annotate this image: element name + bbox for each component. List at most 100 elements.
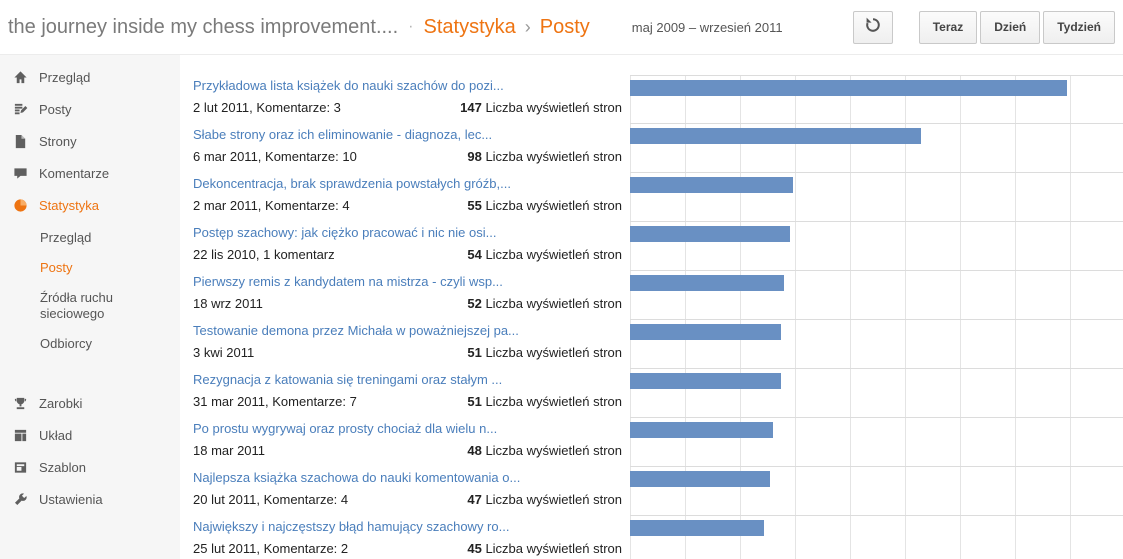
post-info: Po prostu wygrywaj oraz prosty chociaż d… xyxy=(193,418,630,467)
pie-chart-icon xyxy=(12,197,28,213)
post-views-label: Liczba wyświetleń stron xyxy=(485,100,622,115)
template-icon xyxy=(12,459,28,475)
post-views-count: 45 xyxy=(467,541,482,556)
sidebar-item-label: Zarobki xyxy=(39,395,83,411)
post-views: 54 Liczba wyświetleń stron xyxy=(467,247,622,262)
sidebar-item-uklad[interactable]: Układ xyxy=(0,419,180,451)
bar-cell xyxy=(630,320,1123,369)
blog-title[interactable]: the journey inside my chess improvement.… xyxy=(8,15,399,38)
post-meta-line: 2 mar 2011, Komentarze: 4 55 Liczba wyśw… xyxy=(193,198,622,213)
sidebar-item-zarobki[interactable]: Zarobki xyxy=(0,387,180,419)
views-bar xyxy=(630,324,782,340)
post-meta: 22 lis 2010, 1 komentarz xyxy=(193,247,335,262)
post-meta-line: 2 lut 2011, Komentarze: 3 147 Liczba wyś… xyxy=(193,100,622,115)
sidebar-item-label: Komentarze xyxy=(39,165,110,181)
post-info: Rezygnacja z katowania się treningami or… xyxy=(193,369,630,418)
post-meta: 2 lut 2011, Komentarze: 3 xyxy=(193,100,341,115)
post-views: 55 Liczba wyświetleń stron xyxy=(467,198,622,213)
comment-icon xyxy=(12,165,28,181)
post-meta-line: 18 wrz 2011 52 Liczba wyświetleń stron xyxy=(193,296,622,311)
post-meta: 18 wrz 2011 xyxy=(193,296,263,311)
post-views-label: Liczba wyświetleń stron xyxy=(485,149,622,164)
sidebar-item-label: Statystyka xyxy=(39,197,99,213)
submenu-item-odbiorcy[interactable]: Odbiorcy xyxy=(40,336,93,351)
sidebar-item-ustawienia[interactable]: Ustawienia xyxy=(0,483,180,515)
post-info: Największy i najczęstszy błąd hamujący s… xyxy=(193,516,630,559)
post-row: Pierwszy remis z kandydatem na mistrza -… xyxy=(193,271,1123,320)
post-title-link[interactable]: Największy i najczęstszy błąd hamujący s… xyxy=(193,519,510,534)
post-title-link[interactable]: Przykładowa lista książek do nauki szach… xyxy=(193,78,504,93)
refresh-button[interactable] xyxy=(852,10,893,44)
post-title-link[interactable]: Testowanie demona przez Michała w poważn… xyxy=(193,323,519,338)
post-meta-line: 22 lis 2010, 1 komentarz 54 Liczba wyświ… xyxy=(193,247,622,262)
statystyka-submenu: Przegląd Posty Źródła ruchu sieciowego O… xyxy=(0,221,180,365)
bar-cell xyxy=(630,75,1123,124)
sidebar-item-label: Układ xyxy=(39,427,73,443)
post-row: Rezygnacja z katowania się treningami or… xyxy=(193,369,1123,418)
post-views: 52 Liczba wyświetleń stron xyxy=(467,296,622,311)
sidebar-item-szablon[interactable]: Szablon xyxy=(0,451,180,483)
post-info: Pierwszy remis z kandydatem na mistrza -… xyxy=(193,271,630,320)
post-title-link[interactable]: Rezygnacja z katowania się treningami or… xyxy=(193,372,503,387)
post-row: Po prostu wygrywaj oraz prosty chociaż d… xyxy=(193,418,1123,467)
submenu-item-zrodla-ruchu[interactable]: Źródła ruchu sieciowego xyxy=(40,290,113,321)
post-info: Najlepsza książka szachowa do nauki kome… xyxy=(193,467,630,516)
post-views-count: 48 xyxy=(467,443,482,458)
post-title-link[interactable]: Dekoncentracja, brak sprawdzenia powstał… xyxy=(193,176,511,191)
now-button[interactable]: Teraz xyxy=(918,10,978,44)
range-button-group: Teraz Dzień Tydzień xyxy=(918,10,1115,44)
post-views-label: Liczba wyświetleń stron xyxy=(485,541,622,556)
post-views: 51 Liczba wyświetleń stron xyxy=(467,345,622,360)
post-views-count: 51 xyxy=(467,394,482,409)
post-row: Słabe strony oraz ich eliminowanie - dia… xyxy=(193,124,1123,173)
bar-cell xyxy=(630,173,1123,222)
post-views-count: 55 xyxy=(467,198,482,213)
post-title-link[interactable]: Po prostu wygrywaj oraz prosty chociaż d… xyxy=(193,421,498,436)
views-bar xyxy=(630,471,770,487)
post-views: 48 Liczba wyświetleń stron xyxy=(467,443,622,458)
post-row: Testowanie demona przez Michała w poważn… xyxy=(193,320,1123,369)
post-views-label: Liczba wyświetleń stron xyxy=(485,443,622,458)
post-title-link[interactable]: Najlepsza książka szachowa do nauki kome… xyxy=(193,470,521,485)
post-views-label: Liczba wyświetleń stron xyxy=(485,492,622,507)
views-bar xyxy=(630,373,782,389)
home-icon xyxy=(12,69,28,85)
date-range: maj 2009 – wrzesień 2011 xyxy=(631,19,783,35)
sidebar-item-posty[interactable]: Posty xyxy=(0,93,180,125)
post-views-label: Liczba wyświetleń stron xyxy=(485,247,622,262)
post-row: Najlepsza książka szachowa do nauki kome… xyxy=(193,467,1123,516)
post-views-label: Liczba wyświetleń stron xyxy=(485,198,622,213)
views-bar xyxy=(630,275,785,291)
bar-cell xyxy=(630,418,1123,467)
views-bar xyxy=(630,128,922,144)
post-title-link[interactable]: Postęp szachowy: jak ciężko pracować i n… xyxy=(193,225,497,240)
sidebar-item-strony[interactable]: Strony xyxy=(0,125,180,157)
post-views: 47 Liczba wyświetleń stron xyxy=(467,492,622,507)
post-views-label: Liczba wyświetleń stron xyxy=(485,296,622,311)
post-views-count: 47 xyxy=(467,492,482,507)
post-info: Dekoncentracja, brak sprawdzenia powstał… xyxy=(193,173,630,222)
post-views-label: Liczba wyświetleń stron xyxy=(485,394,622,409)
post-info: Przykładowa lista książek do nauki szach… xyxy=(193,75,630,124)
post-meta-line: 31 mar 2011, Komentarze: 7 51 Liczba wyś… xyxy=(193,394,622,409)
sidebar: Przegląd Posty Strony Komentarze Statyst… xyxy=(0,55,180,559)
sidebar-item-label: Strony xyxy=(39,133,77,149)
post-meta: 3 kwi 2011 xyxy=(193,345,255,360)
bar-cell xyxy=(630,271,1123,320)
bar-cell xyxy=(630,516,1123,559)
sidebar-item-komentarze[interactable]: Komentarze xyxy=(0,157,180,189)
bar-cell xyxy=(630,222,1123,271)
breadcrumb-statystyka[interactable]: Statystyka xyxy=(423,15,516,38)
day-button[interactable]: Dzień xyxy=(980,10,1041,44)
submenu-item-przeglad[interactable]: Przegląd xyxy=(40,230,92,245)
post-title-link[interactable]: Słabe strony oraz ich eliminowanie - dia… xyxy=(193,127,493,142)
post-info: Testowanie demona przez Michała w poważn… xyxy=(193,320,630,369)
sidebar-item-przeglad[interactable]: Przegląd xyxy=(0,61,180,93)
stats-posts-panel: Przykładowa lista książek do nauki szach… xyxy=(180,55,1123,559)
post-row: Dekoncentracja, brak sprawdzenia powstał… xyxy=(193,173,1123,222)
post-views: 45 Liczba wyświetleń stron xyxy=(467,541,622,556)
post-title-link[interactable]: Pierwszy remis z kandydatem na mistrza -… xyxy=(193,274,503,289)
week-button[interactable]: Tydzień xyxy=(1043,10,1115,44)
sidebar-item-statystyka[interactable]: Statystyka xyxy=(0,189,180,221)
submenu-item-posty[interactable]: Posty xyxy=(40,260,73,275)
